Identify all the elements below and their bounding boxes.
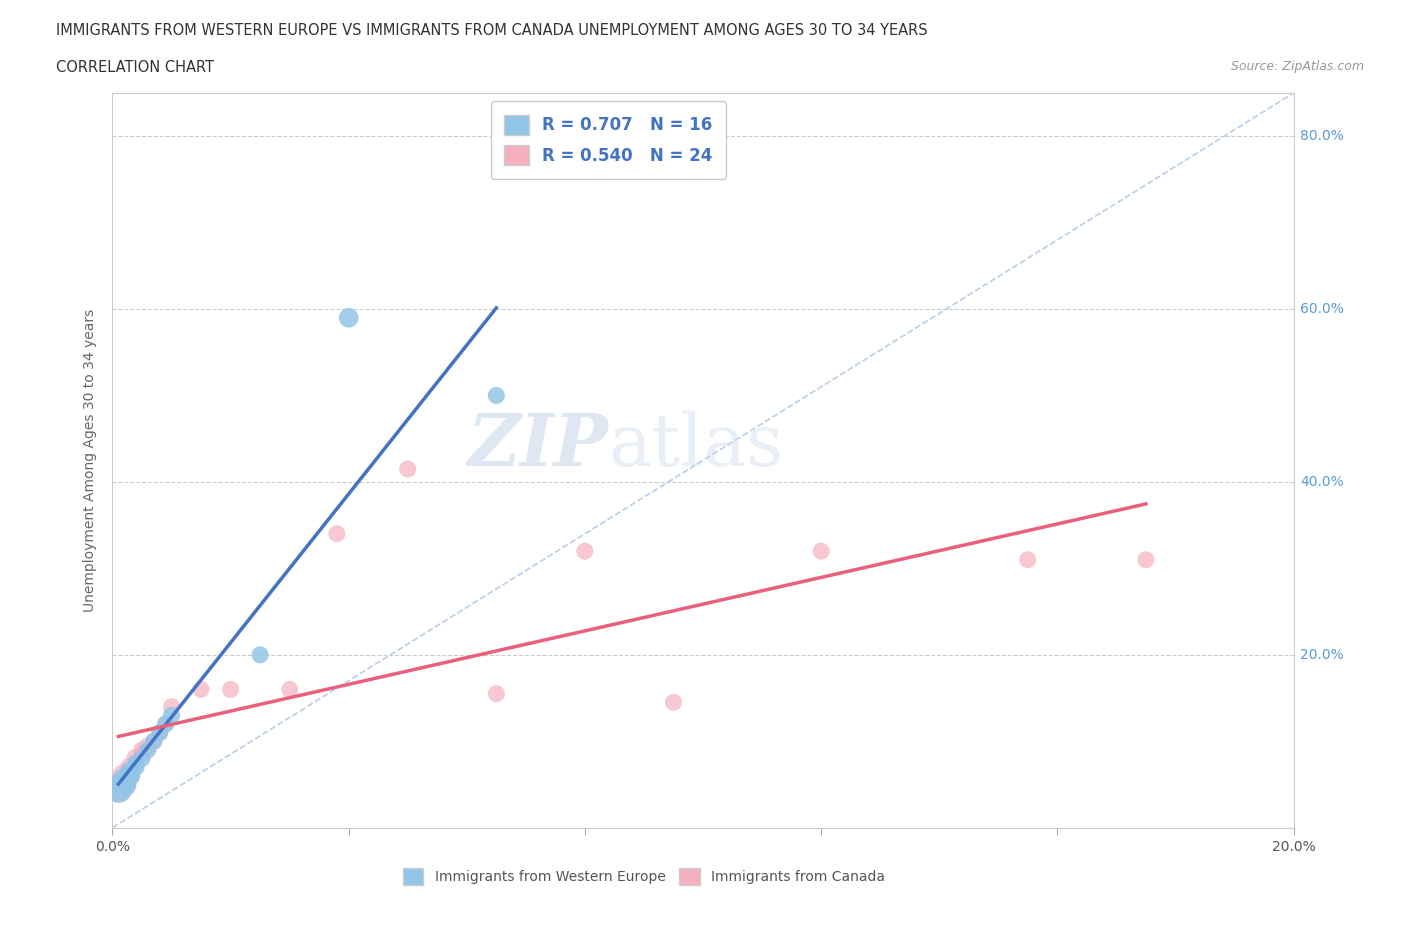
Point	[574, 544, 596, 559]
Point	[1135, 552, 1157, 567]
Text: ZIP: ZIP	[468, 410, 609, 481]
Point	[107, 781, 129, 796]
Point	[112, 777, 135, 792]
Point	[396, 461, 419, 476]
Point	[149, 725, 172, 740]
Text: IMMIGRANTS FROM WESTERN EUROPE VS IMMIGRANTS FROM CANADA UNEMPLOYMENT AMONG AGES: IMMIGRANTS FROM WESTERN EUROPE VS IMMIGR…	[56, 23, 928, 38]
Point	[136, 738, 159, 753]
Text: 60.0%: 60.0%	[1301, 302, 1344, 316]
Point	[485, 686, 508, 701]
Point	[112, 768, 135, 783]
Point	[160, 699, 183, 714]
Point	[125, 760, 148, 775]
Point	[219, 682, 242, 697]
Point	[120, 768, 142, 783]
Point	[125, 751, 148, 766]
Point	[120, 764, 142, 779]
Point	[810, 544, 832, 559]
Legend: Immigrants from Western Europe, Immigrants from Canada: Immigrants from Western Europe, Immigran…	[396, 862, 891, 891]
Point	[149, 725, 172, 740]
Text: 80.0%: 80.0%	[1301, 129, 1344, 143]
Text: Source: ZipAtlas.com: Source: ZipAtlas.com	[1230, 60, 1364, 73]
Point	[326, 526, 349, 541]
Text: 20.0%: 20.0%	[1301, 648, 1344, 662]
Point	[278, 682, 301, 697]
Point	[142, 734, 165, 749]
Point	[112, 777, 135, 792]
Point	[131, 742, 153, 757]
Text: CORRELATION CHART: CORRELATION CHART	[56, 60, 214, 75]
Point	[107, 781, 129, 796]
Point	[120, 760, 142, 775]
Point	[160, 708, 183, 723]
Point	[249, 647, 271, 662]
Point	[125, 755, 148, 770]
Point	[120, 768, 142, 783]
Point	[190, 682, 212, 697]
Point	[142, 734, 165, 749]
Point	[155, 716, 177, 731]
Point	[485, 388, 508, 403]
Point	[337, 311, 360, 325]
Point	[662, 695, 685, 710]
Point	[1017, 552, 1039, 567]
Point	[131, 751, 153, 766]
Y-axis label: Unemployment Among Ages 30 to 34 years: Unemployment Among Ages 30 to 34 years	[83, 309, 97, 612]
Point	[155, 716, 177, 731]
Point	[131, 747, 153, 762]
Point	[112, 773, 135, 788]
Text: atlas: atlas	[609, 410, 785, 481]
Text: 40.0%: 40.0%	[1301, 475, 1344, 489]
Point	[136, 742, 159, 757]
